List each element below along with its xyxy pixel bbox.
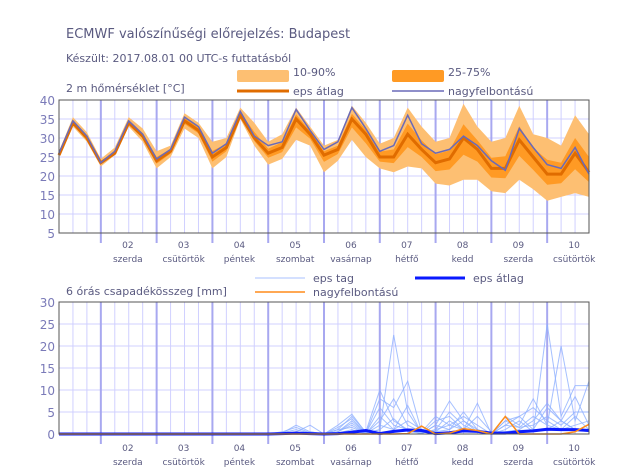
legend-swatch-10-90 <box>237 70 289 82</box>
chart-title: ECMWF valószínűségi előrejelzés: Budapes… <box>66 27 350 42</box>
y-tick-label: 35 <box>40 113 55 127</box>
day-name-label: hétfő <box>395 457 419 468</box>
day-number-label: 09 <box>513 444 525 454</box>
plot-frame <box>58 301 590 435</box>
day-name-label: szerda <box>504 458 534 468</box>
day-number-label: 10 <box>568 241 580 251</box>
legend-label-10-90: 10-90% <box>293 66 335 79</box>
day-number-label: 06 <box>345 241 357 251</box>
day-number-label: 09 <box>513 241 525 251</box>
day-number-label: 02 <box>122 241 133 251</box>
y-tick-label: 25 <box>40 151 55 165</box>
day-number-label: 04 <box>234 444 246 454</box>
day-number-label: 05 <box>289 444 300 454</box>
band-25-75 <box>59 112 589 185</box>
day-name-label: vasárnap <box>330 458 372 468</box>
temperature-panel: 5 10 15 20 25 30 35 40 02 szerda 03 csütörtök 04 pént… <box>40 94 596 265</box>
day-number-label: 04 <box>234 241 246 251</box>
legend-swatch-25-75 <box>392 70 444 82</box>
y-tick-label: 10 <box>40 208 55 222</box>
day-name-label: csütörtök <box>553 255 596 265</box>
plot-frame <box>58 99 590 234</box>
day-number-label: 08 <box>457 241 469 251</box>
day-name-label: szombat <box>276 255 315 265</box>
chart-subtitle: Készült: 2017.08.01 00 UTC-s futtatásból <box>66 52 291 65</box>
day-number-label: 06 <box>345 444 357 454</box>
day-name-label: szerda <box>113 458 143 468</box>
legend-label-hres: nagyfelbontású <box>448 85 533 98</box>
y-tick-label: 30 <box>40 132 55 146</box>
y-tick-label: 5 <box>47 406 55 420</box>
y-tick-label: 15 <box>40 189 55 203</box>
y-tick-label: 25 <box>40 318 55 332</box>
hres-temperature-line <box>58 106 590 175</box>
temperature-panel-title: 2 m hőmérséklet [°C] <box>66 82 185 95</box>
day-name-label: péntek <box>224 457 256 468</box>
y-tick-label: 10 <box>40 384 55 398</box>
y-tick-label: 30 <box>40 296 55 310</box>
day-name-label: péntek <box>224 254 256 265</box>
day-number-label: 10 <box>568 444 580 454</box>
day-number-label: 02 <box>122 444 133 454</box>
day-name-label: csütörtök <box>553 458 596 468</box>
day-name-label: kedd <box>452 255 474 265</box>
day-name-label: szerda <box>113 255 143 265</box>
precipitation-panel: 05101520253002szerda03csütörtök04péntek0… <box>40 296 596 468</box>
y-tick-label: 5 <box>47 227 55 241</box>
y-tick-label: 20 <box>40 340 55 354</box>
y-tick-label: 20 <box>40 170 55 184</box>
day-name-label: szerda <box>504 255 534 265</box>
day-name-label: csütörtök <box>162 458 205 468</box>
day-name-label: szombat <box>276 458 315 468</box>
legend-label-eps-mean: eps átlag <box>293 85 344 98</box>
day-number-label: 03 <box>178 444 189 454</box>
day-number-label: 07 <box>401 241 412 251</box>
y-tick-label: 0 <box>47 428 55 442</box>
day-number-label: 07 <box>401 444 412 454</box>
legend-label-eps-member: eps tag <box>313 272 354 285</box>
day-name-label: kedd <box>452 458 474 468</box>
eps-mean-temperature-line <box>57 111 591 176</box>
legend-label-precip-hres: nagyfelbontású <box>313 286 398 299</box>
day-number-label: 08 <box>457 444 469 454</box>
day-name-label: vasárnap <box>330 255 372 265</box>
y-tick-label: 40 <box>40 94 55 108</box>
day-number-label: 03 <box>178 241 189 251</box>
day-name-label: csütörtök <box>162 255 205 265</box>
day-name-label: hétfő <box>395 254 419 265</box>
day-number-label: 05 <box>289 241 300 251</box>
y-tick-label: 15 <box>40 362 55 376</box>
precip-panel-title: 6 órás csapadékösszeg [mm] <box>66 285 227 298</box>
legend-label-25-75: 25-75% <box>448 66 490 79</box>
legend-label-precip-eps-mean: eps átlag <box>473 272 524 285</box>
